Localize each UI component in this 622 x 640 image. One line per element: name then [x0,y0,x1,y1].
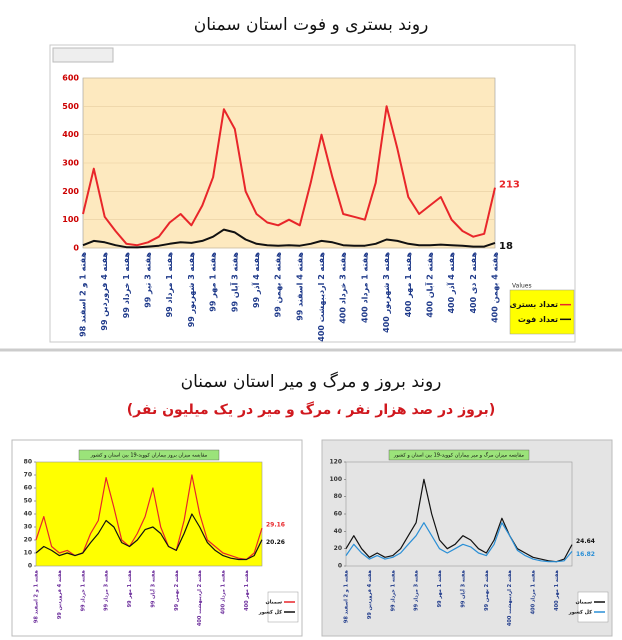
x-tick-label: هفته 2 اردیبهشت 400 [317,252,326,342]
x-tick-label: هفته 1 مهر 99 [209,252,218,312]
y-tick-label: 0 [28,563,32,570]
plot-area [345,461,573,567]
x-tick-label: هفته 2 بهمن 99 [484,569,490,610]
y-tick-label: 40 [334,528,342,535]
x-tick-label: هفته 3 مرداد 99 [414,569,420,610]
x-tick-label: هفته 2 اردیبهشت 400 [197,569,203,626]
x-tick-label: هفته 1 مهر 400 [404,252,413,318]
y-tick-label: 0 [338,563,342,570]
chart-title: روند بستری و فوت استان سمنان [194,15,429,35]
chart-title-box [388,449,530,461]
x-tick-label: هفته 4 فروردین 99 [57,569,63,619]
legend-label: سمنان [576,600,593,606]
y-tick-label: 100 [329,476,342,483]
y-tick-label: 200 [62,187,79,196]
x-tick-label: هفته 2 بهمن 99 [174,569,180,610]
section-subtitle: (بروز در صد هزار نفر ، مرگ و میر در یک م… [127,401,495,418]
y-tick-label: 80 [24,459,32,466]
x-tick-label: هفته 4 فروردین 99 [367,569,373,619]
y-tick-label: 300 [62,159,79,168]
x-tick-label: هفته 1 مهر 99 [127,569,133,607]
plot-area [35,461,263,567]
y-tick-label: 30 [24,524,32,531]
x-tick-label: هفته 1 و 2 اسفند 98 [34,569,40,623]
x-tick-label: هفته 1 مرداد 400 [360,252,369,323]
legend-title: Values [512,283,532,290]
x-tick-label: هفته 1 مهر 99 [437,569,443,607]
end-label: 24.64 [576,538,595,545]
end-label: 18 [499,241,513,252]
x-tick-label: هفته 2 آبان 400 [424,252,434,318]
x-tick-label: هفته 1 مرداد 400 [221,569,227,614]
y-tick-label: 70 [24,472,32,479]
legend-label: تعداد بستری [510,300,559,309]
y-tick-label: 40 [24,511,32,518]
y-tick-label: 500 [62,102,79,111]
y-tick-label: 120 [329,459,342,466]
x-tick-label: هفته 2 دی 400 [469,252,478,314]
x-tick-label: هفته 1 خرداد 99 [122,252,131,319]
y-tick-label: 60 [24,485,32,492]
x-tick-label: هفته 3 آبان 99 [458,569,466,607]
x-tick-label: هفته 1 مرداد 400 [531,569,537,614]
end-label: 16.82 [576,551,595,558]
x-tick-label: هفته 4 اسفند 99 [295,252,304,321]
series-line [35,513,263,561]
x-tick-label: هفته 1 و 2 اسفند 98 [79,252,88,337]
y-tick-label: 80 [334,493,342,500]
x-tick-label: هفته 1 مهر 400 [554,569,560,610]
legend-label: سمنان [266,600,283,606]
x-tick-label: هفته 2 اردیبهشت 400 [507,569,513,626]
legend-label: کل کشور [568,610,592,616]
x-tick-label: هفته 4 بهمن 400 [491,252,500,323]
x-tick-label: هفته 1 و 2 اسفند 98 [344,569,350,623]
y-tick-label: 100 [62,215,79,224]
x-tick-label: هفته 3 شهریور 400 [382,252,391,333]
chart-title-box [78,449,220,461]
y-tick-label: 0 [73,244,79,253]
end-label: 20.26 [266,539,285,546]
x-tick-label: هفته 4 آذر 400 [446,252,456,314]
x-tick-label: هفته 3 تیر 99 [144,252,153,308]
chart-title: مقایسه میزان مرگ و میر بیماران کووید-19 … [393,452,524,459]
series-line [345,478,573,563]
x-tick-label: هفته 2 بهمن 99 [274,252,283,318]
legend-label: کل کشور [258,610,282,616]
x-tick-label: هفته 1 خرداد 99 [80,569,86,611]
y-tick-label: 600 [62,74,79,83]
series-line [82,228,496,249]
toolbar[interactable] [52,47,114,63]
end-label: 213 [499,180,520,191]
y-tick-label: 400 [62,130,79,139]
y-tick-label: 50 [24,498,32,505]
x-tick-label: هفته 4 فروردین 99 [100,252,109,331]
x-tick-label: هفته 3 مرداد 99 [104,569,110,610]
legend-box [509,289,575,335]
y-tick-label: 20 [24,537,32,544]
end-label: 29.16 [266,522,285,529]
legend-label: تعداد فوت [518,315,558,324]
x-tick-label: هفته 1 خرداد 99 [390,569,396,611]
section-title: روند بروز و مرگ و میر استان سمنان [181,371,442,392]
y-tick-label: 10 [24,550,32,557]
legend-box [577,591,609,623]
x-tick-label: هفته 4 آذر 99 [251,252,261,308]
legend-box [267,591,299,623]
chart-title: مقایسه میزان بروز بیماران کووید-19 بین ا… [90,453,208,459]
x-tick-label: هفته 3 شهریور 99 [187,252,196,328]
x-tick-label: هفته 3 آبان 99 [148,569,156,607]
x-tick-label: هفته 1 مهر 400 [244,569,250,610]
y-tick-label: 20 [334,545,342,552]
y-tick-label: 60 [334,511,342,518]
x-tick-label: هفته 1 مرداد 99 [165,252,174,318]
x-tick-label: هفته 3 آبان 99 [229,252,239,313]
series-line [82,105,496,247]
x-tick-label: هفته 3 خرداد 400 [339,252,348,324]
series-line [345,522,573,563]
